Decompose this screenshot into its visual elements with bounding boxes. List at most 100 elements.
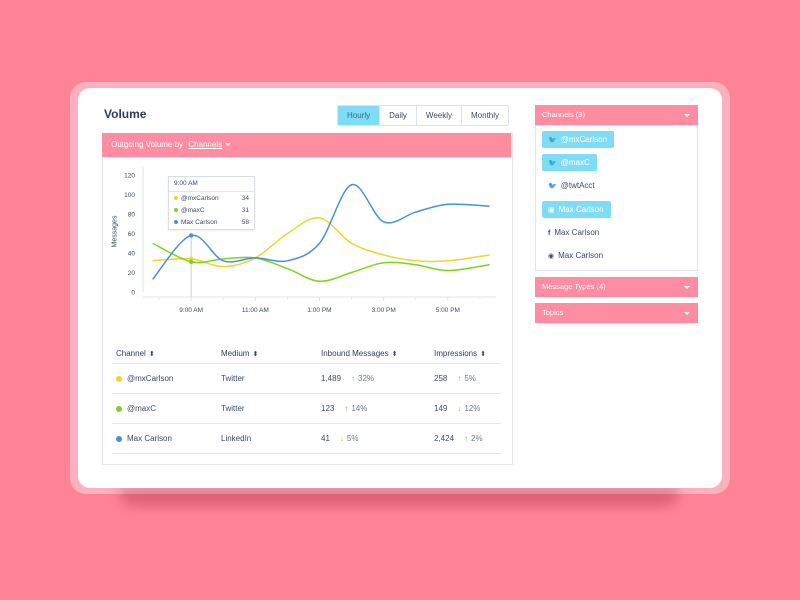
channel-chip-label: Max Carlson bbox=[554, 228, 600, 237]
inbound-delta: 14% bbox=[351, 404, 368, 413]
y-axis-label: Messages bbox=[111, 215, 119, 248]
channels-filter-title: Channels (3) bbox=[542, 110, 585, 119]
x-tick-label: 5:00 PM bbox=[436, 307, 460, 314]
tab-hourly[interactable]: Hourly bbox=[338, 106, 380, 125]
channels-dropdown-label: Channels bbox=[188, 140, 223, 149]
channels-dropdown[interactable]: Channels bbox=[188, 140, 232, 149]
channel-chip-label: Max Carlson bbox=[558, 205, 604, 214]
medium-cell: Twitter bbox=[217, 393, 317, 424]
channel-name: @maxC bbox=[127, 404, 157, 413]
tooltip-time: 9:00 AM bbox=[169, 177, 254, 192]
y-tick-label: 80 bbox=[128, 212, 136, 219]
impressions-delta: 2% bbox=[471, 434, 483, 443]
twitter-icon: 🐦 bbox=[548, 137, 557, 144]
table-row[interactable]: @mxCarlson Twitter 1,489 ↑ 32% 258 ↑ 5% bbox=[112, 363, 501, 394]
x-tick-label: 11:00 AM bbox=[242, 307, 269, 314]
column-header-label: Inbound Messages bbox=[321, 349, 389, 358]
column-header-label: Impressions bbox=[434, 349, 478, 358]
channel-chip-messenger[interactable]: ◉ Max Carlson bbox=[542, 247, 610, 264]
topics-title: Topics bbox=[542, 308, 564, 317]
arrow-down-icon: ↓ bbox=[457, 404, 462, 413]
chevron-down-icon bbox=[684, 286, 690, 289]
arrow-up-icon: ↑ bbox=[457, 374, 462, 383]
tab-weekly[interactable]: Weekly bbox=[415, 106, 461, 125]
channels-filter-header[interactable]: Channels (3) bbox=[535, 105, 698, 125]
impressions-value: 258 bbox=[434, 374, 448, 383]
y-tick-label: 20 bbox=[128, 270, 136, 277]
channel-chip-label: Max Carlson bbox=[558, 251, 604, 260]
linkedin-icon: ▣ bbox=[548, 207, 555, 214]
table-header-row: Channel ⬍ Medium ⬍ Inbound Messages ⬍ Impre… bbox=[112, 344, 501, 364]
channel-chip-twtacct[interactable]: 🐦 @twtAcct bbox=[542, 177, 602, 194]
tooltip-series-name: Max Carlson bbox=[181, 218, 218, 226]
arrow-up-icon: ↑ bbox=[344, 404, 349, 413]
series-line-max-carlson bbox=[152, 183, 490, 280]
table-row[interactable]: Max Carlson LinkedIn 41 ↓ 5% 2,424 ↑ 2% bbox=[112, 423, 501, 454]
channel-chip-label: @twtAcct bbox=[560, 181, 595, 190]
x-tick-label: 9:00 AM bbox=[179, 307, 203, 314]
x-tick-label: 1:00 PM bbox=[307, 307, 331, 314]
tab-daily[interactable]: Daily bbox=[379, 106, 416, 125]
inbound-value: 1,489 bbox=[321, 374, 342, 383]
tab-monthly[interactable]: Monthly bbox=[461, 106, 508, 125]
tooltip-series-name: @maxC bbox=[181, 206, 205, 214]
chart-tooltip: 9:00 AM @mxCarlson 34 @maxC 31 Max Carls… bbox=[168, 176, 255, 230]
y-tick-label: 120 bbox=[124, 173, 135, 180]
data-point-max-carlson bbox=[188, 233, 194, 238]
channel-color-dot-icon bbox=[116, 405, 122, 412]
channel-name: Max Carlson bbox=[127, 434, 172, 443]
volume-line-chart: 0 20 40 60 80 100 120 9:00 AM 11:00 AM 1:00 PM 3:0… bbox=[124, 167, 496, 314]
sort-icon: ⬍ bbox=[480, 351, 486, 358]
sort-icon: ⬍ bbox=[148, 351, 155, 358]
impressions-delta: 12% bbox=[464, 404, 481, 413]
channel-color-dot-icon bbox=[116, 435, 122, 442]
y-tick-label: 60 bbox=[128, 231, 136, 238]
chevron-down-icon bbox=[684, 312, 690, 315]
card-shadow bbox=[118, 488, 680, 506]
channel-table: Channel ⬍ Medium ⬍ Inbound Messages ⬍ Impre… bbox=[112, 344, 501, 454]
legend-dot-icon bbox=[174, 196, 178, 200]
topics-filter-header[interactable]: Topics bbox=[535, 303, 698, 323]
data-point-maxc bbox=[188, 259, 194, 264]
arrow-up-icon: ↑ bbox=[351, 374, 356, 383]
x-tick-label: 3:00 PM bbox=[372, 307, 396, 314]
medium-cell: LinkedIn bbox=[217, 423, 317, 454]
period-tabs: Hourly Daily Weekly Monthly bbox=[337, 105, 510, 126]
column-header-medium[interactable]: Medium ⬍ bbox=[217, 344, 317, 364]
arrow-up-icon: ↑ bbox=[464, 434, 469, 443]
channel-chip-facebook[interactable]: f Max Carlson bbox=[542, 224, 606, 241]
panel-heading: Outgoing Volume by Channels bbox=[102, 133, 511, 157]
y-tick-label: 100 bbox=[124, 192, 135, 199]
y-tick-label: 0 bbox=[131, 290, 135, 297]
tooltip-row: @mxCarlson 34 bbox=[169, 192, 254, 204]
legend-dot-icon bbox=[174, 220, 178, 224]
tooltip-series-value: 58 bbox=[241, 218, 249, 226]
channel-chip-label: @maxC bbox=[560, 158, 590, 167]
channel-color-dot-icon bbox=[116, 375, 122, 382]
column-header-channel[interactable]: Channel ⬍ bbox=[112, 344, 217, 364]
messenger-icon: ◉ bbox=[548, 253, 555, 260]
table-row[interactable]: @maxC Twitter 123 ↑ 14% 149 ↓ 12% bbox=[112, 393, 501, 424]
arrow-down-icon: ↓ bbox=[339, 434, 344, 443]
channel-chip-linkedin[interactable]: ▣ Max Carlson bbox=[542, 201, 611, 218]
column-header-inbound[interactable]: Inbound Messages ⬍ bbox=[317, 344, 430, 364]
chevron-down-icon bbox=[225, 143, 232, 147]
inbound-value: 41 bbox=[321, 434, 330, 443]
sort-icon: ⬍ bbox=[252, 351, 259, 358]
tooltip-row: Max Carlson 58 bbox=[169, 216, 254, 228]
panel-heading-text: Outgoing Volume by bbox=[111, 140, 184, 149]
tooltip-series-name: @mxCarlson bbox=[181, 194, 219, 202]
message-types-title: Message Types (4) bbox=[542, 282, 606, 291]
message-types-filter-header[interactable]: Message Types (4) bbox=[535, 277, 698, 297]
facebook-icon: f bbox=[548, 230, 551, 237]
channel-chip-maxc[interactable]: 🐦 @maxC bbox=[542, 154, 597, 171]
channel-chip-mxcarlson[interactable]: 🐦 @mxCarlson bbox=[542, 131, 615, 148]
legend-dot-icon bbox=[174, 208, 178, 212]
tooltip-row: @maxC 31 bbox=[169, 204, 254, 216]
chevron-down-icon bbox=[684, 114, 690, 117]
inbound-delta: 32% bbox=[358, 374, 375, 383]
impressions-value: 2,424 bbox=[434, 434, 455, 443]
column-header-impressions[interactable]: Impressions ⬍ bbox=[430, 344, 501, 364]
tooltip-series-value: 31 bbox=[241, 206, 249, 214]
channel-chip-label: @mxCarlson bbox=[560, 135, 608, 144]
